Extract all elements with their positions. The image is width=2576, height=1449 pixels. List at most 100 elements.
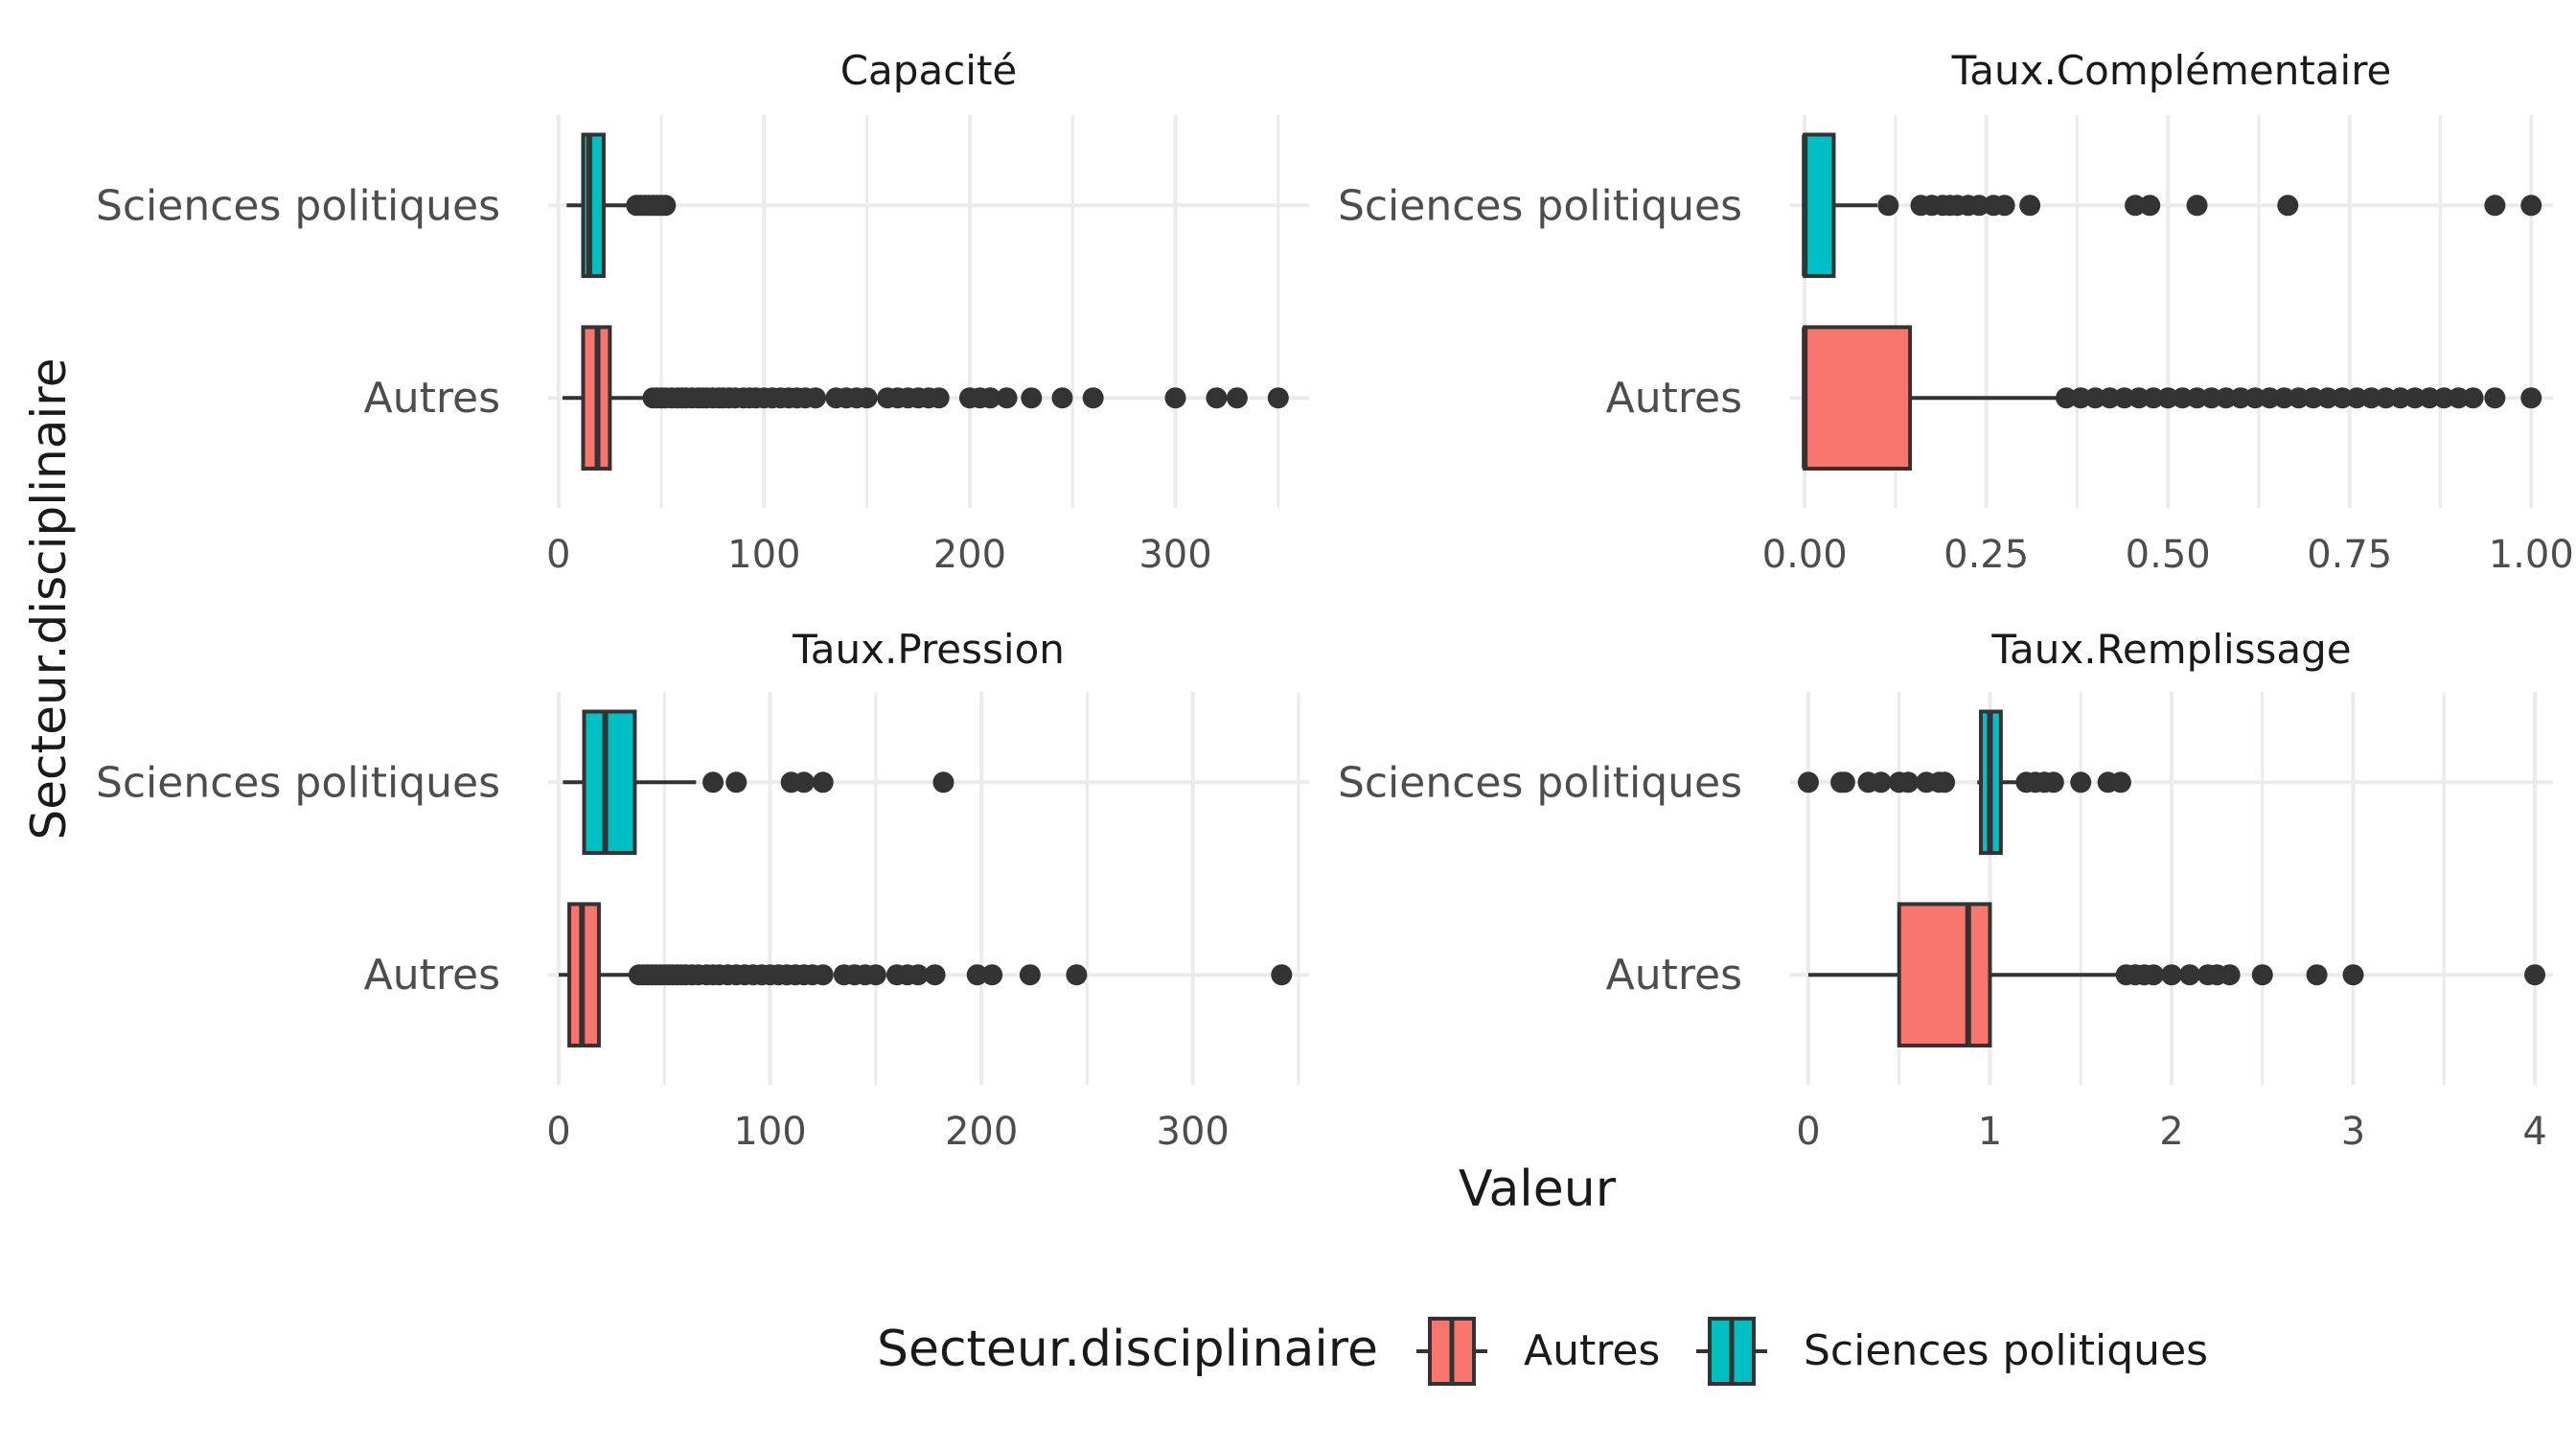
outlier-point: [1051, 387, 1073, 409]
facet-taux-remplissage: Taux.Remplissage 0 1 2 3 4 Autres Sciences poli…: [1338, 626, 2553, 1154]
outlier-point: [1021, 387, 1043, 409]
outlier-point: [1271, 964, 1293, 986]
x-tick-label: 2: [2159, 1110, 2183, 1154]
x-tick-label: 300: [1157, 1110, 1230, 1154]
facet-capacite: Capacité 0 100 200 300 Autres Sciences politiq…: [96, 47, 1309, 577]
outlier-point: [979, 387, 1001, 409]
y-category-label: Sciences politiques: [1338, 758, 1742, 807]
outlier-point: [966, 964, 988, 986]
outlier-point: [1164, 387, 1186, 409]
outlier-point: [2143, 387, 2165, 409]
facet-title: Taux.Pression: [792, 626, 1065, 673]
outlier-point: [725, 771, 748, 794]
x-tick-label: 0: [546, 1110, 570, 1154]
outlier-point: [1934, 771, 1956, 794]
outlier-point: [2389, 387, 2411, 409]
outlier-point: [2375, 387, 2397, 409]
outlier-point: [2302, 387, 2324, 409]
outlier-point: [2360, 387, 2382, 409]
outlier-point: [2161, 964, 2182, 986]
y-axis-title: Secteur.disciplinaire: [21, 358, 77, 840]
outlier-point: [2186, 387, 2208, 409]
outlier-point: [2273, 387, 2295, 409]
outlier-point: [1019, 964, 1041, 986]
outlier-point: [1833, 771, 1855, 794]
x-tick-label: 0: [1796, 1110, 1820, 1154]
outlier-point: [1898, 771, 1920, 794]
x-tick-label: 1: [1978, 1110, 2002, 1154]
legend-label-autres: Autres: [1524, 1326, 1660, 1375]
y-category-label: Sciences politiques: [1338, 181, 1742, 230]
boxplot-autres: [563, 325, 1289, 471]
outlier-point: [2128, 387, 2150, 409]
outlier-point: [2143, 964, 2165, 986]
legend-key-autres: [1416, 1317, 1487, 1386]
outlier-point: [856, 387, 878, 409]
outlier-point: [996, 387, 1018, 409]
outlier-point: [2056, 387, 2078, 409]
x-tick-label: 0.00: [1762, 533, 1848, 577]
x-tick-label: 1.00: [2489, 533, 2574, 577]
facet-title: Taux.Complémentaire: [1951, 47, 2392, 94]
outlier-point: [2306, 964, 2328, 986]
outlier-point: [2342, 964, 2364, 986]
outlier-point: [2332, 387, 2354, 409]
outlier-point: [932, 771, 954, 794]
legend-title: Secteur.disciplinaire: [877, 1321, 1378, 1378]
outlier-point: [2200, 387, 2222, 409]
outlier-point: [2186, 195, 2208, 217]
facet-title: Capacité: [840, 47, 1018, 94]
outlier-point: [2316, 387, 2338, 409]
outlier-point: [1968, 195, 1990, 217]
outlier-point: [2113, 387, 2135, 409]
outlier-point: [812, 964, 834, 986]
outlier-point: [1870, 771, 1892, 794]
box-iqr: [1897, 902, 1992, 1048]
outlier-point: [1226, 387, 1248, 409]
box-iqr: [582, 709, 637, 856]
facet-taux-pression: Taux.Pression 0 100 200 300 Autres Sciences po…: [96, 626, 1309, 1154]
outlier-point: [812, 771, 834, 794]
outlier-point: [2448, 387, 2470, 409]
boxplot-sciences-politiques: [566, 132, 677, 279]
x-tick-label: 0.75: [2307, 533, 2392, 577]
y-category-label: Sciences politiques: [96, 758, 500, 807]
x-tick-label: 100: [733, 1110, 806, 1154]
outlier-point: [2419, 387, 2441, 409]
outlier-point: [2346, 387, 2368, 409]
outlier-point: [1877, 195, 1899, 217]
box-iqr: [1803, 325, 1913, 471]
outlier-point: [2019, 195, 2041, 217]
outlier-point: [2520, 387, 2542, 409]
outlier-point: [1206, 387, 1228, 409]
outlier-point: [2215, 387, 2237, 409]
legend: Secteur.disciplinaire Autres Sciences po…: [877, 1317, 2208, 1386]
box-iqr: [581, 132, 606, 279]
outlier-point: [2172, 387, 2194, 409]
outlier-point: [2042, 771, 2064, 794]
outlier-point: [2462, 387, 2484, 409]
facet-title: Taux.Remplissage: [1990, 626, 2351, 673]
outlier-point: [1993, 195, 2015, 217]
outlier-point: [793, 771, 815, 794]
x-tick-label: 3: [2341, 1110, 2365, 1154]
outlier-point: [2404, 387, 2426, 409]
boxplot-autres: [1802, 325, 2542, 471]
x-tick-label: 0: [546, 533, 570, 577]
outlier-point: [2259, 387, 2281, 409]
outlier-point: [2288, 387, 2310, 409]
outlier-point: [2099, 387, 2121, 409]
x-tick-label: 0.25: [1944, 533, 2029, 577]
outlier-point: [2070, 387, 2092, 409]
boxplot-autres: [559, 902, 1293, 1048]
x-tick-label: 300: [1138, 533, 1211, 577]
outlier-point: [2125, 195, 2147, 217]
boxplot-sciences-politiques: [1802, 132, 2542, 279]
outlier-point: [2084, 387, 2106, 409]
box-iqr: [1803, 132, 1836, 279]
outlier-point: [2157, 387, 2179, 409]
y-category-label: Sciences politiques: [96, 181, 500, 230]
outlier-point: [2139, 195, 2161, 217]
